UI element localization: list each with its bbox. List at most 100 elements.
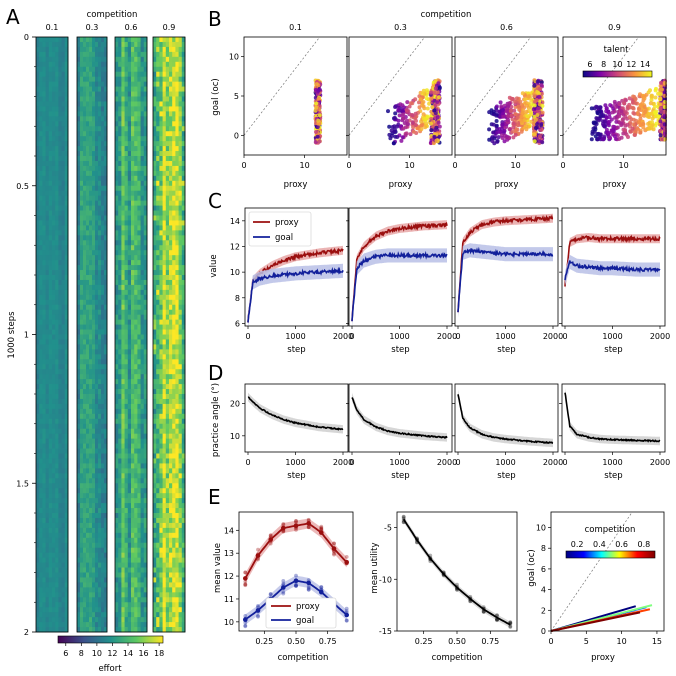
heatmap-cell: [134, 607, 138, 613]
heatmap-cell: [159, 433, 163, 440]
heatmap-cell: [115, 299, 119, 306]
heatmap-cell: [45, 324, 50, 330]
heatmap-cell: [131, 438, 135, 444]
heatmap-cell: [118, 334, 122, 340]
heatmap-cell: [83, 195, 87, 202]
heatmap-cell: [121, 299, 125, 306]
heatmap-cell: [178, 483, 183, 489]
heatmap-cell: [52, 106, 56, 112]
heatmap-cell: [80, 51, 84, 58]
heatmap-cell: [143, 468, 148, 474]
heatmap-cell: [98, 468, 102, 474]
heatmap-cell: [165, 552, 170, 559]
heatmap-cell: [175, 354, 179, 360]
heatmap-cell: [134, 131, 138, 137]
heatmap-cell: [153, 607, 157, 613]
heatmap-cell: [92, 81, 96, 87]
heatmap-cell: [83, 121, 87, 127]
heatmap-cell: [83, 602, 87, 608]
heatmap-cell: [153, 398, 157, 405]
heatmap-cell: [156, 41, 160, 48]
heatmap-cell: [42, 136, 46, 142]
heatmap-cell: [127, 319, 132, 325]
panel-a-heatmaps: 0.1 0.3 0.6 0.900.511.526 8 10 12 14 16 18: [16, 23, 186, 658]
heatmap-cell: [165, 215, 170, 221]
heatmap-cell: [181, 136, 186, 142]
heatmap-cell: [36, 61, 40, 68]
heatmap-cell: [52, 458, 56, 464]
heatmap-cell: [48, 349, 53, 355]
heatmap-cell: [169, 175, 173, 182]
heatmap-cell: [153, 408, 157, 415]
heatmap-cell: [52, 527, 56, 534]
heatmap-cell: [169, 46, 173, 53]
heatmap-cell: [45, 443, 50, 449]
heatmap-cell: [77, 567, 81, 573]
heatmap-cell: [104, 146, 108, 152]
heatmap-cell: [55, 71, 59, 78]
heatmap-cell: [127, 121, 132, 127]
heatmap-cell: [159, 91, 163, 97]
heatmap-cell: [36, 299, 40, 306]
heatmap-cell: [45, 612, 50, 618]
heatmap-cell: [104, 180, 108, 187]
heatmap-cell: [42, 532, 46, 539]
heatmap-cell: [134, 359, 138, 365]
heatmap-cell: [48, 334, 53, 340]
heatmap-cell: [162, 364, 167, 370]
heatmap-cell: [159, 468, 163, 474]
heatmap-cell: [169, 602, 173, 608]
heatmap-cell: [86, 597, 90, 603]
heatmap-cell: [45, 513, 50, 519]
heatmap-cell: [175, 245, 179, 251]
heatmap-cell: [92, 106, 96, 112]
heatmap-cell: [121, 245, 125, 251]
heatmap-cell: [86, 210, 90, 216]
heatmap-cell: [58, 443, 62, 449]
heatmap-cell: [127, 210, 132, 216]
heatmap-cell: [124, 160, 129, 167]
heatmap-cell: [80, 329, 84, 335]
heatmap-cell: [165, 339, 170, 345]
heatmap-cell: [52, 314, 56, 321]
heatmap-cell: [140, 294, 145, 301]
heatmap-cell: [104, 41, 108, 48]
heatmap-cell: [134, 324, 138, 330]
heatmap-cell: [153, 141, 157, 147]
heatmap-cell: [115, 131, 119, 137]
heatmap-cell: [39, 146, 43, 152]
heatmap-cell: [124, 210, 129, 216]
heatmap-cell: [45, 498, 50, 504]
heatmap-cell: [121, 359, 125, 365]
heatmap-cell: [156, 483, 160, 489]
heatmap-cell: [42, 354, 46, 360]
heatmap-cell: [104, 537, 108, 544]
heatmap-cell: [39, 552, 43, 559]
heatmap-cell: [86, 453, 90, 459]
heatmap-cell: [134, 622, 138, 628]
heatmap-cell: [159, 438, 163, 444]
heatmap-cell: [121, 66, 125, 73]
heatmap-cell: [104, 205, 108, 211]
heatmap-cell: [77, 156, 81, 162]
heatmap-cell: [83, 185, 87, 192]
heatmap-cell: [92, 418, 96, 425]
heatmap-cell: [178, 175, 183, 182]
heatmap-cell: [89, 483, 93, 489]
heatmap-cell: [140, 240, 145, 246]
heatmap-cell: [36, 527, 40, 534]
heatmap-cell: [83, 359, 87, 365]
heatmap-cell: [140, 111, 145, 117]
heatmap-cell: [159, 364, 163, 370]
heatmap-cell: [104, 299, 108, 306]
heatmap-cell: [127, 627, 132, 633]
heatmap-cell: [134, 294, 138, 301]
heatmap-cell: [127, 205, 132, 211]
heatmap-cell: [172, 364, 176, 370]
heatmap-cell: [115, 592, 119, 598]
heatmap-cell: [153, 517, 157, 524]
heatmap-cell: [156, 517, 160, 524]
heatmap-cell: [95, 433, 99, 440]
heatmap-cell: [140, 195, 145, 202]
heatmap-cell: [169, 86, 173, 92]
